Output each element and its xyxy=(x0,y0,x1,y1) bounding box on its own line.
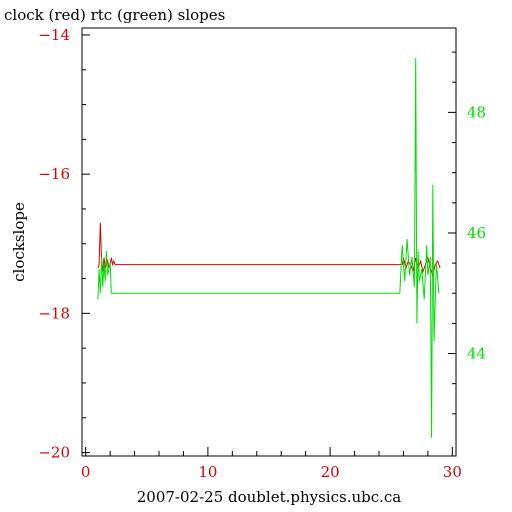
left-axis-ticks xyxy=(82,34,90,454)
left-tick-label: −14 xyxy=(38,26,70,44)
x-axis-tick-labels: 0 10 20 30 xyxy=(81,463,462,481)
y-axis-label: clockslope xyxy=(10,202,28,282)
x-tick-label: 20 xyxy=(321,463,340,481)
x-tick-label: 10 xyxy=(198,463,217,481)
x-axis-label: 2007-02-25 doublet.physics.ubc.ca xyxy=(137,488,402,506)
right-axis-tick-labels: 44 46 48 xyxy=(467,103,486,362)
plot-frame xyxy=(81,27,457,457)
series-line-rtc xyxy=(97,58,440,438)
series-layer xyxy=(97,58,441,438)
left-tick-label: −16 xyxy=(38,165,70,183)
left-tick-label: −18 xyxy=(38,304,70,322)
x-tick-label: 0 xyxy=(81,463,91,481)
chart-title: clock (red) rtc (green) slopes xyxy=(4,6,225,24)
left-tick-label: −20 xyxy=(38,444,70,462)
right-tick-label: 44 xyxy=(467,345,486,363)
right-tick-label: 46 xyxy=(467,224,486,242)
x-tick-label: 30 xyxy=(443,463,462,481)
right-axis-ticks xyxy=(448,51,456,415)
right-tick-label: 48 xyxy=(467,103,486,121)
series-line-clock xyxy=(97,222,441,277)
x-axis-ticks xyxy=(85,447,453,456)
left-axis-tick-labels: −14 −16 −18 −20 xyxy=(38,26,70,462)
